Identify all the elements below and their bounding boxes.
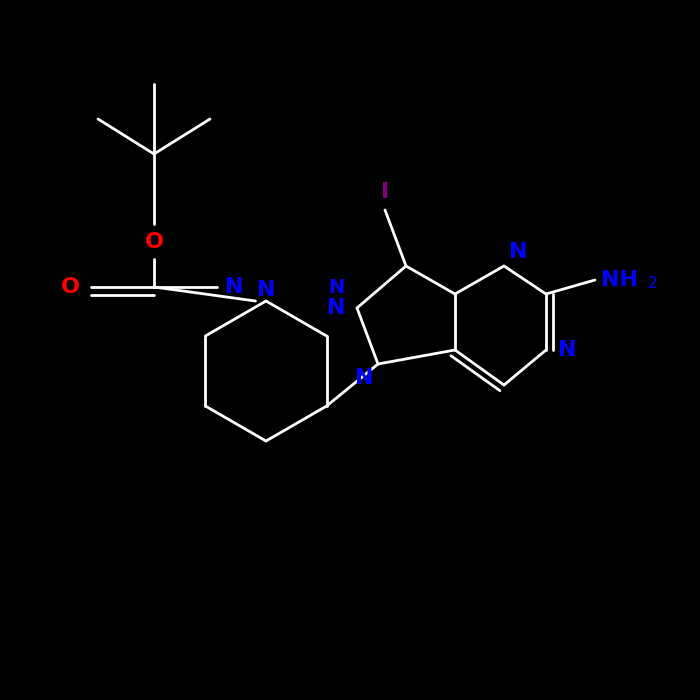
Text: N: N [257, 281, 275, 300]
Text: N: N [558, 340, 576, 360]
Text: N: N [225, 277, 244, 297]
Text: 2: 2 [648, 276, 657, 291]
Text: N: N [355, 368, 373, 388]
Text: I: I [381, 183, 389, 202]
Text: NH: NH [601, 270, 638, 290]
Text: N: N [328, 277, 344, 297]
Text: O: O [60, 277, 80, 297]
Text: O: O [144, 232, 164, 251]
Text: N: N [327, 298, 345, 318]
Text: N: N [509, 242, 527, 262]
